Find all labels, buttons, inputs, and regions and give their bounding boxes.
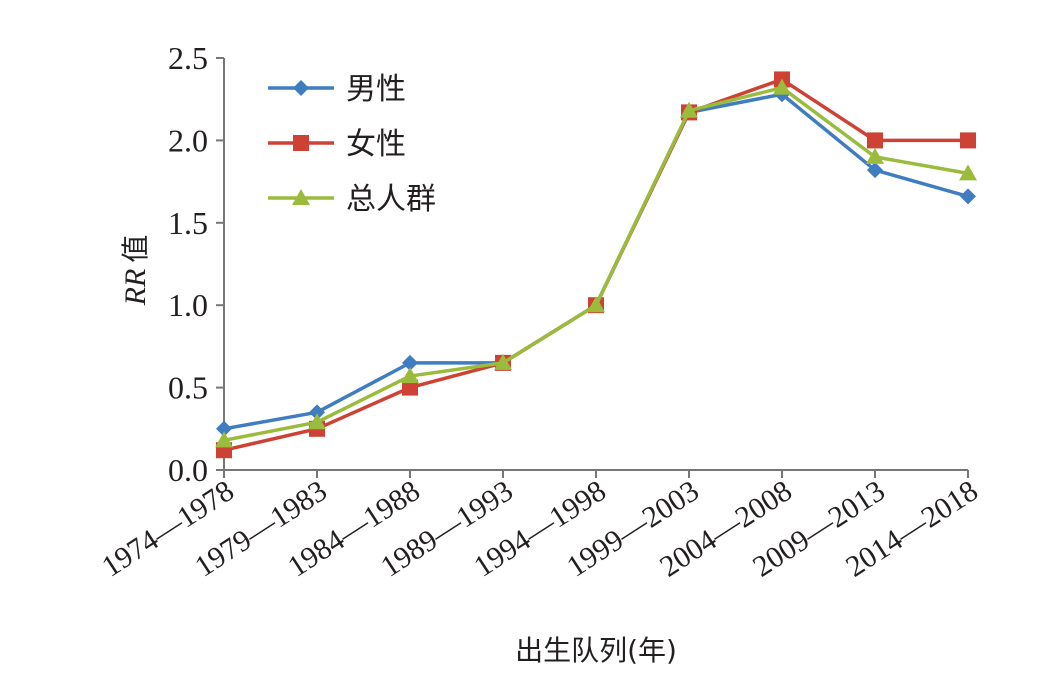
data-point	[867, 132, 883, 149]
data-point	[867, 162, 883, 179]
data-point	[401, 367, 419, 384]
data-point	[402, 354, 418, 371]
series-square	[216, 71, 976, 459]
legend-marker	[292, 189, 310, 205]
series-group	[215, 71, 977, 459]
legend-marker	[293, 80, 309, 96]
y-axis-label-suffix: 值	[119, 235, 152, 263]
data-point	[309, 404, 325, 421]
data-point	[216, 420, 232, 437]
data-point	[587, 296, 605, 313]
y-axis-label-italic: RR	[119, 269, 152, 307]
data-point	[402, 379, 418, 396]
data-point	[308, 413, 326, 430]
legend-label: 男性	[346, 72, 406, 107]
x-axis-label: 出生队列(年)	[515, 634, 677, 667]
y-tick-label: 1.5	[168, 205, 208, 241]
series-line	[223, 77, 968, 452]
y-axis-label: RR 值	[119, 235, 152, 307]
series-line	[223, 85, 969, 443]
legend-item: 女性	[268, 127, 406, 162]
legend-marker	[293, 135, 309, 151]
axes: 0.00.51.01.52.02.51974—19781979—19831984…	[96, 40, 984, 584]
data-point	[866, 147, 884, 164]
y-tick-label: 1.0	[168, 287, 208, 323]
y-tick-label: 0.5	[168, 370, 208, 406]
data-point	[215, 431, 233, 448]
legend-item: 男性	[268, 72, 406, 107]
data-point	[494, 353, 512, 370]
legend-label: 总人群	[346, 182, 436, 217]
data-point	[960, 188, 976, 205]
y-tick-label: 2.0	[168, 122, 208, 158]
data-point	[773, 78, 791, 95]
series-diamond	[216, 86, 976, 437]
y-tick-label: 0.0	[168, 452, 208, 488]
data-point	[960, 132, 976, 149]
legend-label: 女性	[346, 127, 406, 162]
data-point	[959, 164, 977, 181]
y-tick-label: 2.5	[168, 40, 208, 76]
legend-item: 总人群	[268, 182, 436, 217]
data-point	[680, 101, 698, 118]
series-triangle	[215, 78, 977, 448]
